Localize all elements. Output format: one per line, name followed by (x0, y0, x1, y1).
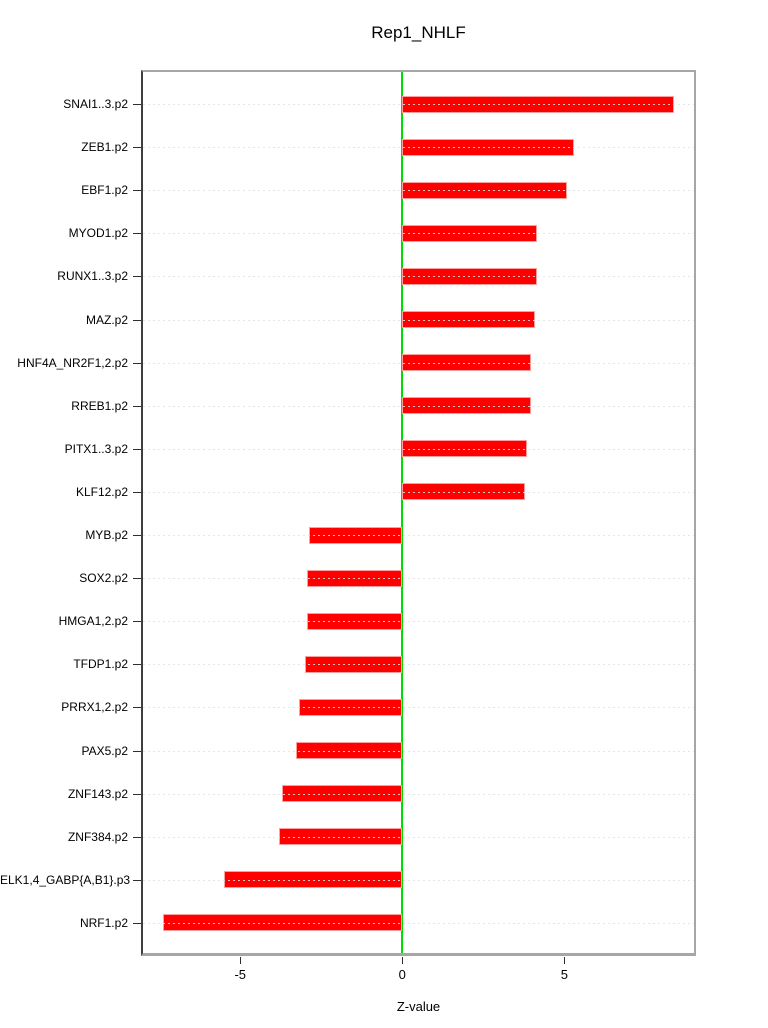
y-axis-label: RREB1.p2 (71, 398, 128, 413)
gridline (143, 707, 694, 709)
y-axis-tick (133, 190, 141, 192)
y-axis-label: PAX5.p2 (81, 743, 128, 758)
y-axis-tick (133, 448, 141, 450)
gridline (143, 190, 694, 192)
y-axis-label: MYOD1.p2 (68, 226, 128, 241)
y-axis-tick (133, 621, 141, 623)
y-axis-label: ZEB1.p2 (81, 140, 128, 155)
gridline (143, 922, 694, 924)
y-axis-tick (133, 578, 141, 580)
y-axis-tick (133, 405, 141, 407)
x-axis-tick (563, 957, 565, 964)
y-axis-tick (133, 707, 141, 709)
x-axis-tick-label: 5 (560, 967, 568, 982)
x-axis-tick-label: 0 (398, 967, 406, 982)
y-axis-label: EBF1.p2 (81, 183, 128, 198)
gridline (143, 793, 694, 795)
y-axis-tick (133, 836, 141, 838)
y-axis-tick (133, 104, 141, 105)
x-axis-tick-label: -5 (234, 967, 247, 982)
y-axis-tick (133, 319, 141, 321)
y-axis-tick (133, 664, 141, 666)
y-axis-label: KLF12.p2 (75, 484, 128, 499)
gridline (143, 362, 694, 364)
gridline (143, 750, 694, 752)
chart-title: Rep1_NHLF (371, 23, 466, 42)
y-axis-tick (133, 750, 141, 752)
x-axis-title: Z-value (396, 999, 441, 1014)
y-axis-label: ZNF143.p2 (67, 786, 128, 801)
gridline (143, 104, 694, 105)
y-axis-tick (133, 147, 141, 149)
y-axis-label: TFDP1.p2 (73, 657, 128, 672)
gridline (143, 233, 694, 235)
gridline (143, 448, 694, 450)
y-axis-tick (133, 922, 141, 924)
gridline (143, 664, 694, 666)
y-axis-label: ELK1,4_GABP{A,B1}.p3 (0, 872, 131, 887)
y-axis-tick (133, 535, 141, 536)
y-axis-label: SNAI1..3.p2 (63, 97, 128, 111)
y-axis-label: RUNX1..3.p2 (57, 269, 128, 284)
gridline (143, 879, 694, 881)
gridline (143, 836, 694, 838)
gridline (143, 147, 694, 149)
gridline (143, 276, 694, 278)
gridline (143, 319, 694, 321)
gridline (143, 535, 694, 536)
y-axis-label: PITX1..3.p2 (64, 441, 128, 456)
y-axis-label: NRF1.p2 (79, 915, 128, 930)
y-axis-tick (133, 276, 141, 278)
zero-line (401, 72, 404, 953)
y-axis-label: MYB.p2 (85, 528, 128, 542)
y-axis-label: MAZ.p2 (85, 312, 128, 327)
y-axis-tick (133, 879, 141, 881)
y-axis-label: HMGA1,2.p2 (58, 614, 128, 629)
y-axis-label: PRRX1,2.p2 (61, 700, 128, 715)
gridline (143, 405, 694, 407)
y-axis-tick (133, 491, 141, 493)
gridline (143, 578, 694, 580)
y-axis-label: HNF4A_NR2F1,2.p2 (17, 355, 128, 370)
y-axis-tick (133, 793, 141, 795)
x-axis-tick (239, 957, 241, 964)
y-axis-tick (133, 362, 141, 364)
gridline (143, 491, 694, 493)
x-axis-tick (401, 957, 403, 964)
y-axis-label: SOX2.p2 (79, 571, 128, 586)
gridline (143, 621, 694, 623)
plot-area (141, 70, 696, 956)
y-axis-tick (133, 233, 141, 235)
y-axis-label: ZNF384.p2 (67, 829, 128, 844)
